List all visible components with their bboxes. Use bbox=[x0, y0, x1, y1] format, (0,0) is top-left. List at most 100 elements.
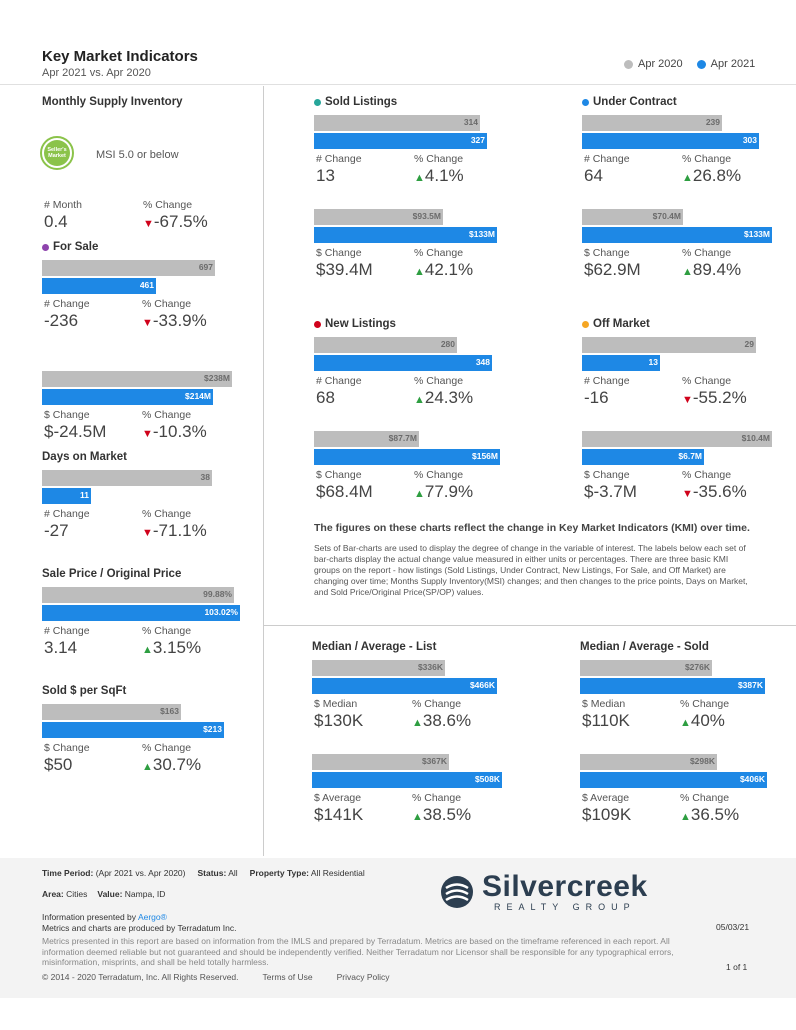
sold-average-bar-label-curr: $406K bbox=[739, 774, 765, 784]
dom-pct-text: -71.1% bbox=[152, 521, 207, 540]
new-change-value: 68 bbox=[316, 388, 335, 407]
dom-bar-curr: 11 bbox=[42, 488, 91, 504]
value-label: Value: bbox=[97, 889, 123, 899]
forsale-dollar-pct-stat: % Change ▼-10.3% bbox=[142, 409, 207, 442]
off-bar-label-prev: 29 bbox=[744, 339, 754, 349]
sold-dollar-change-stat: $ Change $39.4M bbox=[316, 247, 373, 280]
off-title: Off Market bbox=[582, 318, 650, 330]
down-arrow-icon: ▼ bbox=[682, 394, 693, 406]
down-arrow-icon: ▼ bbox=[142, 428, 153, 440]
up-arrow-icon: ▲ bbox=[680, 717, 691, 729]
list-average-bar-curr: $508K bbox=[312, 772, 502, 788]
sqft-pct-stat: % Change ▲30.7% bbox=[142, 742, 201, 775]
section-divider bbox=[263, 625, 796, 626]
aergo-link[interactable]: Aergo® bbox=[137, 912, 167, 922]
under-dollar-change-value: $62.9M bbox=[584, 260, 641, 279]
sqft-bar-curr: $213 bbox=[42, 722, 224, 738]
spop-title-text: Sale Price / Original Price bbox=[42, 568, 182, 580]
off-pct-text: -55.2% bbox=[692, 388, 747, 407]
presented-by: Information presented by Aergo® bbox=[42, 912, 167, 922]
status-label: Status: bbox=[197, 868, 227, 878]
footer-area: Area: Cities Value: Nampa, ID bbox=[42, 889, 165, 899]
page-subtitle: Apr 2021 vs. Apr 2020 bbox=[42, 67, 151, 79]
msi-title: Monthly Supply Inventory bbox=[42, 96, 183, 108]
list-average-bar-prev: $367K bbox=[312, 754, 449, 770]
sellers-market-badge-icon: Seller's Market bbox=[40, 136, 74, 170]
explain-body: Sets of Bar-charts are used to display t… bbox=[314, 543, 748, 597]
time-period: Time Period: (Apr 2021 vs. Apr 2020) bbox=[42, 868, 185, 878]
sold-average-change-caption: $ Average bbox=[582, 792, 630, 804]
list-median-bar-curr: $466K bbox=[312, 678, 497, 694]
forsale-dollar-pct-caption: % Change bbox=[142, 409, 192, 421]
forsale-pct-caption: % Change bbox=[142, 298, 192, 310]
off-pct-caption: % Change bbox=[682, 375, 732, 387]
dom-change-stat: # Change -27 bbox=[44, 508, 90, 541]
under-pct-stat: % Change ▲26.8% bbox=[682, 153, 741, 186]
list-median-title-text: Median / Average - List bbox=[312, 641, 437, 653]
sold-dot-icon bbox=[314, 98, 321, 106]
forsale-dollar-pct-value: ▼-10.3% bbox=[142, 422, 207, 442]
under-bar-curr: 303 bbox=[582, 133, 759, 149]
terms-link[interactable]: Terms of Use bbox=[262, 972, 313, 982]
up-arrow-icon: ▲ bbox=[142, 644, 153, 656]
spop-bar-label-prev: 99.88% bbox=[203, 589, 232, 599]
forsale-bar-prev: 697 bbox=[42, 260, 215, 276]
sold-dollar-pct-value: ▲42.1% bbox=[414, 260, 473, 280]
sold-median-bar-label-prev: $276K bbox=[684, 662, 710, 672]
down-arrow-icon: ▼ bbox=[142, 317, 153, 329]
sold-average-change-stat: $ Average $109K bbox=[582, 792, 631, 825]
under-dollar-pct-stat: % Change ▲89.4% bbox=[682, 247, 741, 280]
spop-change-value: 3.14 bbox=[44, 638, 78, 657]
forsale-bar-curr: 461 bbox=[42, 278, 156, 294]
forsale-title-text: For Sale bbox=[53, 241, 99, 253]
page-title: Key Market Indicators bbox=[42, 48, 198, 65]
list-average-pct-stat: % Change ▲38.5% bbox=[412, 792, 471, 825]
sold-pct-caption: % Change bbox=[414, 153, 464, 165]
up-arrow-icon: ▲ bbox=[142, 761, 153, 773]
copyright: © 2014 - 2020 Terradatum, Inc. All Right… bbox=[42, 972, 239, 982]
dom-change-value: -27 bbox=[44, 521, 69, 540]
under-dollar-pct-value: ▲89.4% bbox=[682, 260, 741, 280]
sold-dollar-change-caption: $ Change bbox=[316, 247, 362, 259]
forsale-dot-icon bbox=[42, 243, 49, 251]
sqft-title: Sold $ per SqFt bbox=[42, 685, 126, 697]
msi-label: MSI 5.0 or below bbox=[96, 149, 179, 161]
sqft-bar-prev: $163 bbox=[42, 704, 181, 720]
list-median-change-stat: $ Median $130K bbox=[314, 698, 363, 731]
logo-main-text: Silvercreek bbox=[482, 870, 648, 903]
new-dollar-pct-text: 77.9% bbox=[424, 482, 474, 501]
forsale-dollar-bar-prev: $238M bbox=[42, 371, 232, 387]
new-dollar-change-value: $68.4M bbox=[316, 482, 373, 501]
up-arrow-icon: ▲ bbox=[414, 266, 425, 278]
off-dollar-bar-label-curr: $6.7M bbox=[678, 451, 702, 461]
new-dollar-bar-curr: $156M bbox=[314, 449, 500, 465]
sold-title: Sold Listings bbox=[314, 96, 397, 108]
footer-links: © 2014 - 2020 Terradatum, Inc. All Right… bbox=[42, 972, 390, 982]
under-bar-prev: 239 bbox=[582, 115, 722, 131]
off-change-caption: # Change bbox=[584, 375, 630, 387]
forsale-bar-label-prev: 697 bbox=[198, 262, 213, 272]
off-bar-curr: 13 bbox=[582, 355, 660, 371]
legend-swatch-prev bbox=[624, 59, 633, 69]
list-median-bar-label-curr: $466K bbox=[469, 680, 495, 690]
spop-bar-label-curr: 103.02% bbox=[204, 607, 238, 617]
sold-bar-prev: 314 bbox=[314, 115, 480, 131]
new-change-caption: # Change bbox=[316, 375, 362, 387]
new-dot-icon bbox=[314, 320, 321, 328]
sold-median-pct-text: 40% bbox=[690, 711, 725, 730]
off-pct-stat: % Change ▼-55.2% bbox=[682, 375, 747, 408]
badge-text: Seller's Market bbox=[44, 140, 70, 166]
dom-bar-label-prev: 38 bbox=[200, 472, 210, 482]
under-pct-value: ▲26.8% bbox=[682, 166, 741, 186]
msi-pct-value: ▼-67.5% bbox=[143, 212, 208, 232]
msi-pct-caption: % Change bbox=[143, 199, 193, 211]
time-period-value: (Apr 2021 vs. Apr 2020) bbox=[95, 868, 186, 878]
privacy-link[interactable]: Privacy Policy bbox=[336, 972, 390, 982]
sold-average-bar-curr: $406K bbox=[580, 772, 767, 788]
new-bar-label-prev: 280 bbox=[440, 339, 455, 349]
new-dollar-change-stat: $ Change $68.4M bbox=[316, 469, 373, 502]
forsale-change-value: -236 bbox=[44, 311, 79, 330]
property-label: Property Type: bbox=[249, 868, 310, 878]
under-dollar-bar-curr: $133M bbox=[582, 227, 772, 243]
under-dot-icon bbox=[582, 98, 589, 106]
